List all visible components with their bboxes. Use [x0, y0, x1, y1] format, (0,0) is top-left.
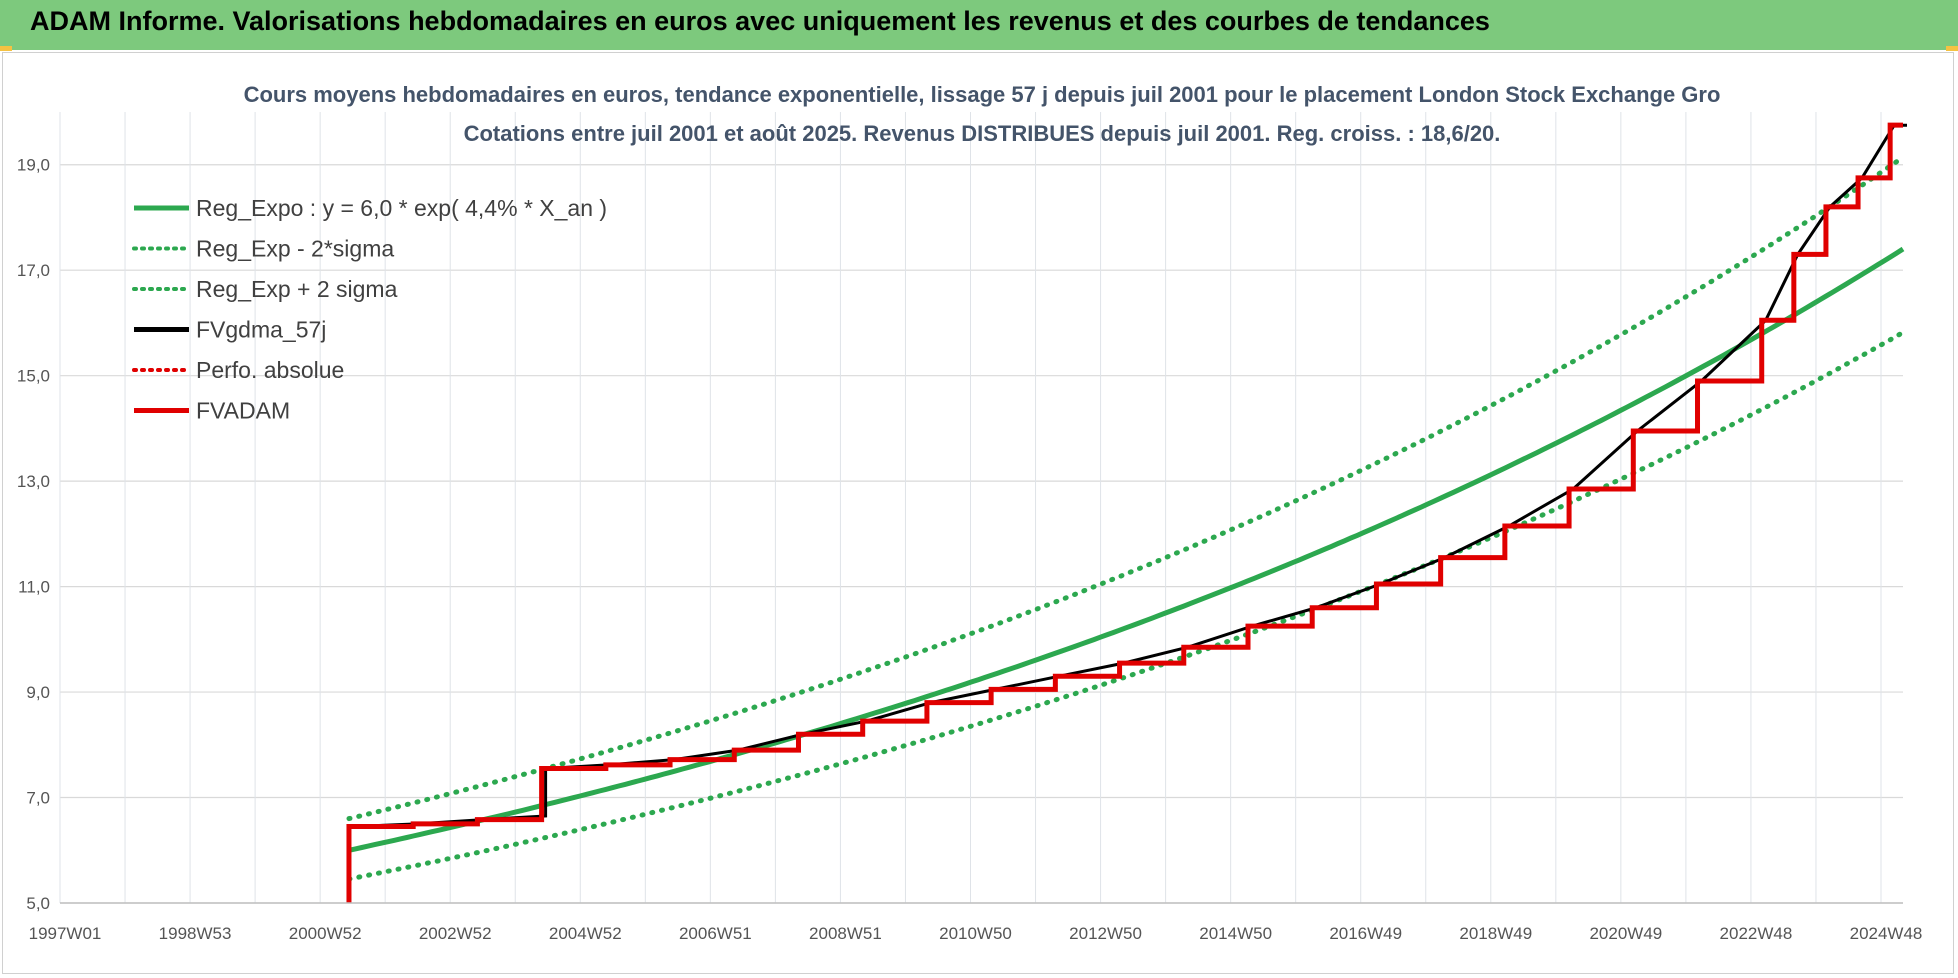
series-line-fvadam [346, 122, 1903, 903]
report-title: ADAM Informe. Valorisations hebdomadaire… [30, 6, 1490, 36]
legend-label: Reg_Expo : y = 6,0 * exp( 4,4% * X_an ) [196, 195, 607, 221]
y-tick-label: 19,0 [17, 156, 50, 175]
legend-label: FVgdma_57j [196, 317, 326, 343]
x-tick-label: 2008W51 [809, 924, 882, 943]
x-tick-label: 1997W01 [29, 924, 102, 943]
report-header-bar: ADAM Informe. Valorisations hebdomadaire… [0, 0, 1958, 50]
legend-label: Reg_Exp - 2*sigma [196, 236, 394, 262]
y-tick-label: 15,0 [17, 367, 50, 386]
legend-label: FVADAM [196, 398, 290, 424]
chart-subtitle: Cotations entre juil 2001 et août 2025. … [464, 121, 1501, 146]
series-line-fvgdma [352, 123, 1907, 828]
series-line-reg-high [346, 154, 1906, 822]
x-tick-label: 2012W50 [1069, 924, 1142, 943]
corner-accent-left [0, 46, 12, 51]
series-line-reg-expo [348, 246, 1905, 853]
chart-legend: Reg_Expo : y = 6,0 * exp( 4,4% * X_an ) R… [132, 195, 607, 424]
x-tick-label: 2002W52 [419, 924, 492, 943]
x-tick-label: 2006W51 [679, 924, 752, 943]
corner-accent-right [1946, 46, 1958, 51]
y-tick-label: 17,0 [17, 261, 50, 280]
y-tick-label: 9,0 [26, 683, 50, 702]
x-tick-label: 2024W48 [1850, 924, 1923, 943]
chart-title: Cours moyens hebdomadaires en euros, ten… [244, 82, 1721, 107]
regression-lines [346, 154, 1906, 882]
series-line-reg-low [346, 329, 1906, 882]
y-tick-label: 11,0 [18, 578, 50, 597]
x-tick-label: 2014W50 [1199, 924, 1272, 943]
legend-label: Reg_Exp + 2 sigma [196, 276, 398, 302]
x-tick-label: 2004W52 [549, 924, 622, 943]
x-tick-label: 2020W49 [1589, 924, 1662, 943]
chart-frame [2, 52, 1954, 974]
y-tick-label: 7,0 [26, 789, 50, 808]
x-tick-label: 2010W50 [939, 924, 1012, 943]
chart-grid [59, 112, 1903, 904]
x-tick-label: 1998W53 [159, 924, 232, 943]
chart-axes: 5,0 7,0 9,0 11,0 13,0 15,0 17,0 19,0 1997W01 1998… [17, 156, 1922, 943]
y-tick-label: 13,0 [17, 472, 50, 491]
legend-label: Perfo. absolue [196, 357, 344, 383]
x-tick-label: 2000W52 [289, 924, 362, 943]
value-lines [346, 122, 1907, 903]
x-tick-label: 2016W49 [1329, 924, 1402, 943]
x-tick-label: 2018W49 [1459, 924, 1532, 943]
y-tick-label: 5,0 [26, 894, 50, 913]
x-tick-label: 2022W48 [1720, 924, 1793, 943]
